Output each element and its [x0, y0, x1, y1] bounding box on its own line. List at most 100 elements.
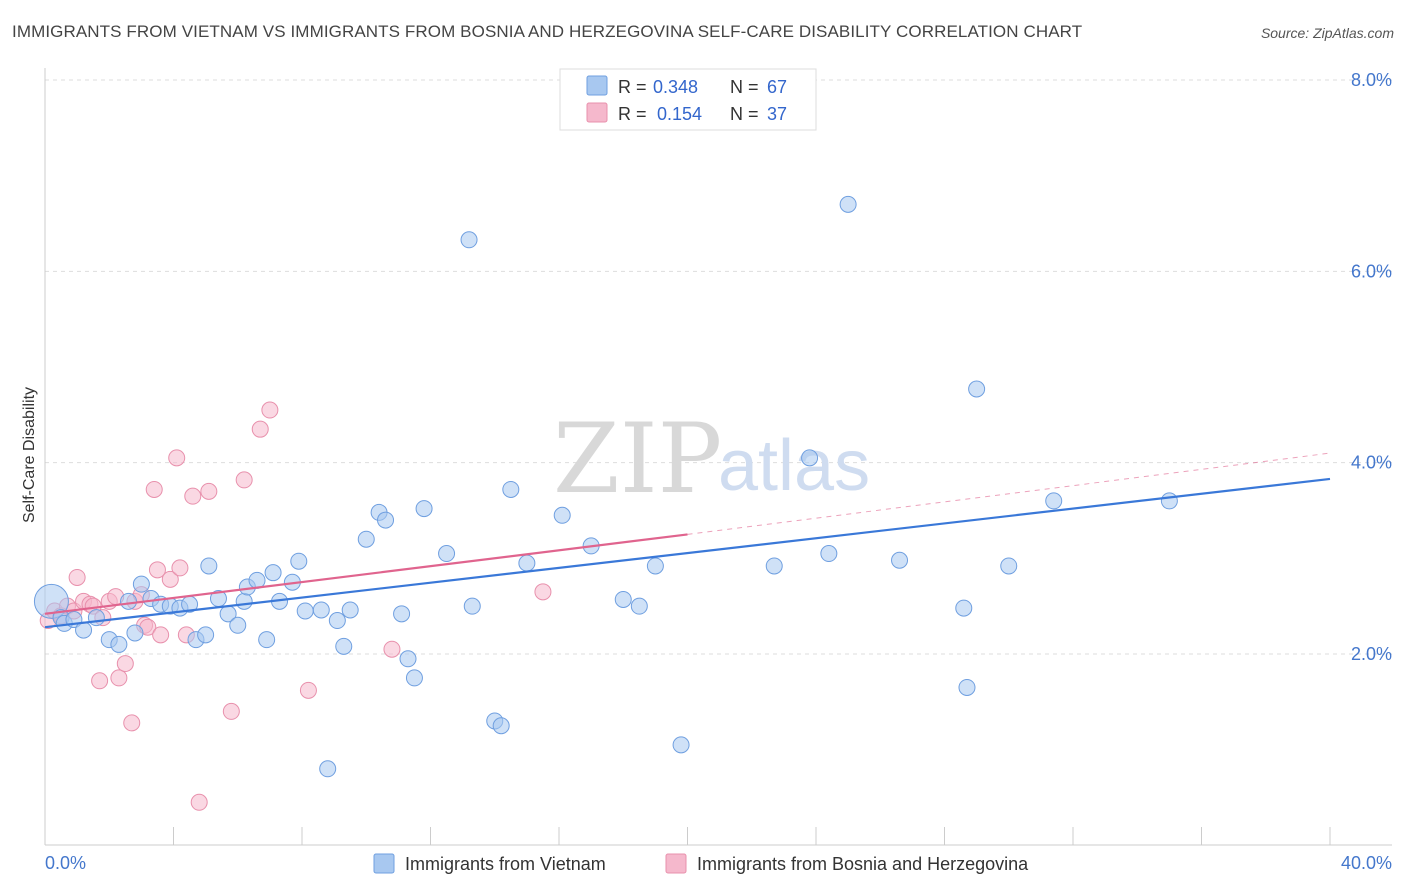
- data-point: [200, 557, 218, 575]
- data-point: [891, 551, 909, 569]
- data-point: [91, 672, 109, 690]
- y-tick-label: 2.0%: [1351, 644, 1392, 664]
- data-point: [319, 760, 337, 778]
- data-point: [261, 401, 279, 419]
- data-point: [68, 568, 86, 586]
- y-tick-labels: 2.0% 4.0% 6.0% 8.0%: [1351, 70, 1392, 664]
- data-point: [184, 487, 202, 505]
- stats-swatch-pink: [586, 102, 608, 123]
- data-point: [968, 380, 986, 398]
- data-point: [399, 650, 417, 668]
- data-point: [630, 597, 648, 615]
- data-point: [460, 231, 478, 249]
- chart-title: IMMIGRANTS FROM VIETNAM VS IMMIGRANTS FR…: [12, 22, 1083, 41]
- data-point: [518, 554, 536, 572]
- data-point: [87, 609, 105, 627]
- data-point: [132, 575, 150, 593]
- data-point: [161, 570, 179, 588]
- data-point: [377, 511, 395, 529]
- data-point: [357, 530, 375, 548]
- data-point: [264, 564, 282, 582]
- legend-swatch-vietnam: [373, 853, 395, 874]
- data-point: [1160, 492, 1178, 510]
- data-point: [190, 793, 208, 811]
- watermark-zip: ZIP: [553, 403, 722, 515]
- data-point: [614, 590, 632, 608]
- data-point: [820, 545, 838, 563]
- data-point: [197, 626, 215, 644]
- data-point: [296, 602, 314, 620]
- data-point: [393, 605, 411, 623]
- data-point: [958, 678, 976, 696]
- data-point: [646, 557, 664, 575]
- stats-swatch-blue: [586, 75, 608, 96]
- data-point: [123, 714, 141, 732]
- data-point: [235, 592, 253, 610]
- series-vietnam: [33, 195, 1178, 778]
- data-point: [1045, 492, 1063, 510]
- stats-legend: R = 0.348 N = 67 R = 0.154 N = 37: [559, 68, 817, 131]
- trend-line: [44, 533, 688, 615]
- data-point: [152, 626, 170, 644]
- trend-line: [44, 477, 1331, 629]
- data-point: [222, 702, 240, 720]
- y-axis-label: Self-Care Disability: [21, 387, 38, 523]
- trend-line-extension: [687, 452, 1331, 535]
- legend-label-bosnia: Immigrants from Bosnia and Herzegovina: [697, 854, 1029, 874]
- data-point: [251, 420, 269, 438]
- legend-label-vietnam: Immigrants from Vietnam: [405, 854, 606, 874]
- bottom-legend: Immigrants from Vietnam Immigrants from …: [373, 853, 1029, 874]
- data-point: [168, 449, 186, 467]
- data-point: [120, 592, 138, 610]
- data-point: [672, 736, 690, 754]
- data-point: [534, 583, 552, 601]
- data-point: [312, 601, 330, 619]
- data-point: [383, 640, 401, 658]
- data-point: [955, 599, 973, 617]
- watermark: ZIP atlas: [553, 403, 870, 515]
- data-point: [415, 500, 433, 518]
- data-point: [405, 669, 423, 687]
- data-point: [463, 597, 481, 615]
- data-point: [235, 471, 253, 489]
- x-tick-label: 40.0%: [1341, 853, 1392, 873]
- data-point: [1000, 557, 1018, 575]
- data-point: [126, 624, 144, 642]
- data-point: [438, 545, 456, 563]
- stats-r-value-pink: 0.154: [657, 104, 702, 124]
- stats-n-value-pink: 37: [767, 104, 787, 124]
- data-point: [335, 637, 353, 655]
- stats-n-label-blue: N =: [730, 77, 759, 97]
- data-point: [148, 561, 166, 579]
- data-point: [110, 669, 128, 687]
- stats-n-value-blue: 67: [767, 77, 787, 97]
- data-point: [110, 635, 128, 653]
- data-point: [553, 506, 571, 524]
- source-credit: Source: ZipAtlas.com: [1260, 25, 1394, 41]
- data-point: [116, 655, 134, 673]
- watermark-atlas: atlas: [718, 426, 870, 506]
- data-point: [229, 616, 247, 634]
- y-tick-label: 8.0%: [1351, 70, 1392, 90]
- grid-lines: [45, 79, 1392, 655]
- data-point: [171, 559, 189, 577]
- data-point: [299, 681, 317, 699]
- y-tick-label: 6.0%: [1351, 261, 1392, 281]
- data-point: [328, 612, 346, 630]
- trend-lines: [44, 452, 1331, 629]
- legend-swatch-bosnia: [665, 853, 687, 874]
- stats-r-label-pink: R =: [618, 104, 647, 124]
- data-point: [258, 631, 276, 649]
- stats-r-label-blue: R =: [618, 77, 647, 97]
- x-tick-labels: 0.0% 40.0%: [45, 853, 1392, 873]
- data-point: [341, 601, 359, 619]
- data-point: [502, 480, 520, 498]
- data-point: [145, 480, 163, 498]
- data-point: [200, 482, 218, 500]
- axes: [44, 68, 1392, 846]
- stats-r-value-blue: 0.348: [653, 77, 698, 97]
- data-point: [290, 552, 308, 570]
- y-tick-label: 4.0%: [1351, 453, 1392, 473]
- data-point: [801, 449, 819, 467]
